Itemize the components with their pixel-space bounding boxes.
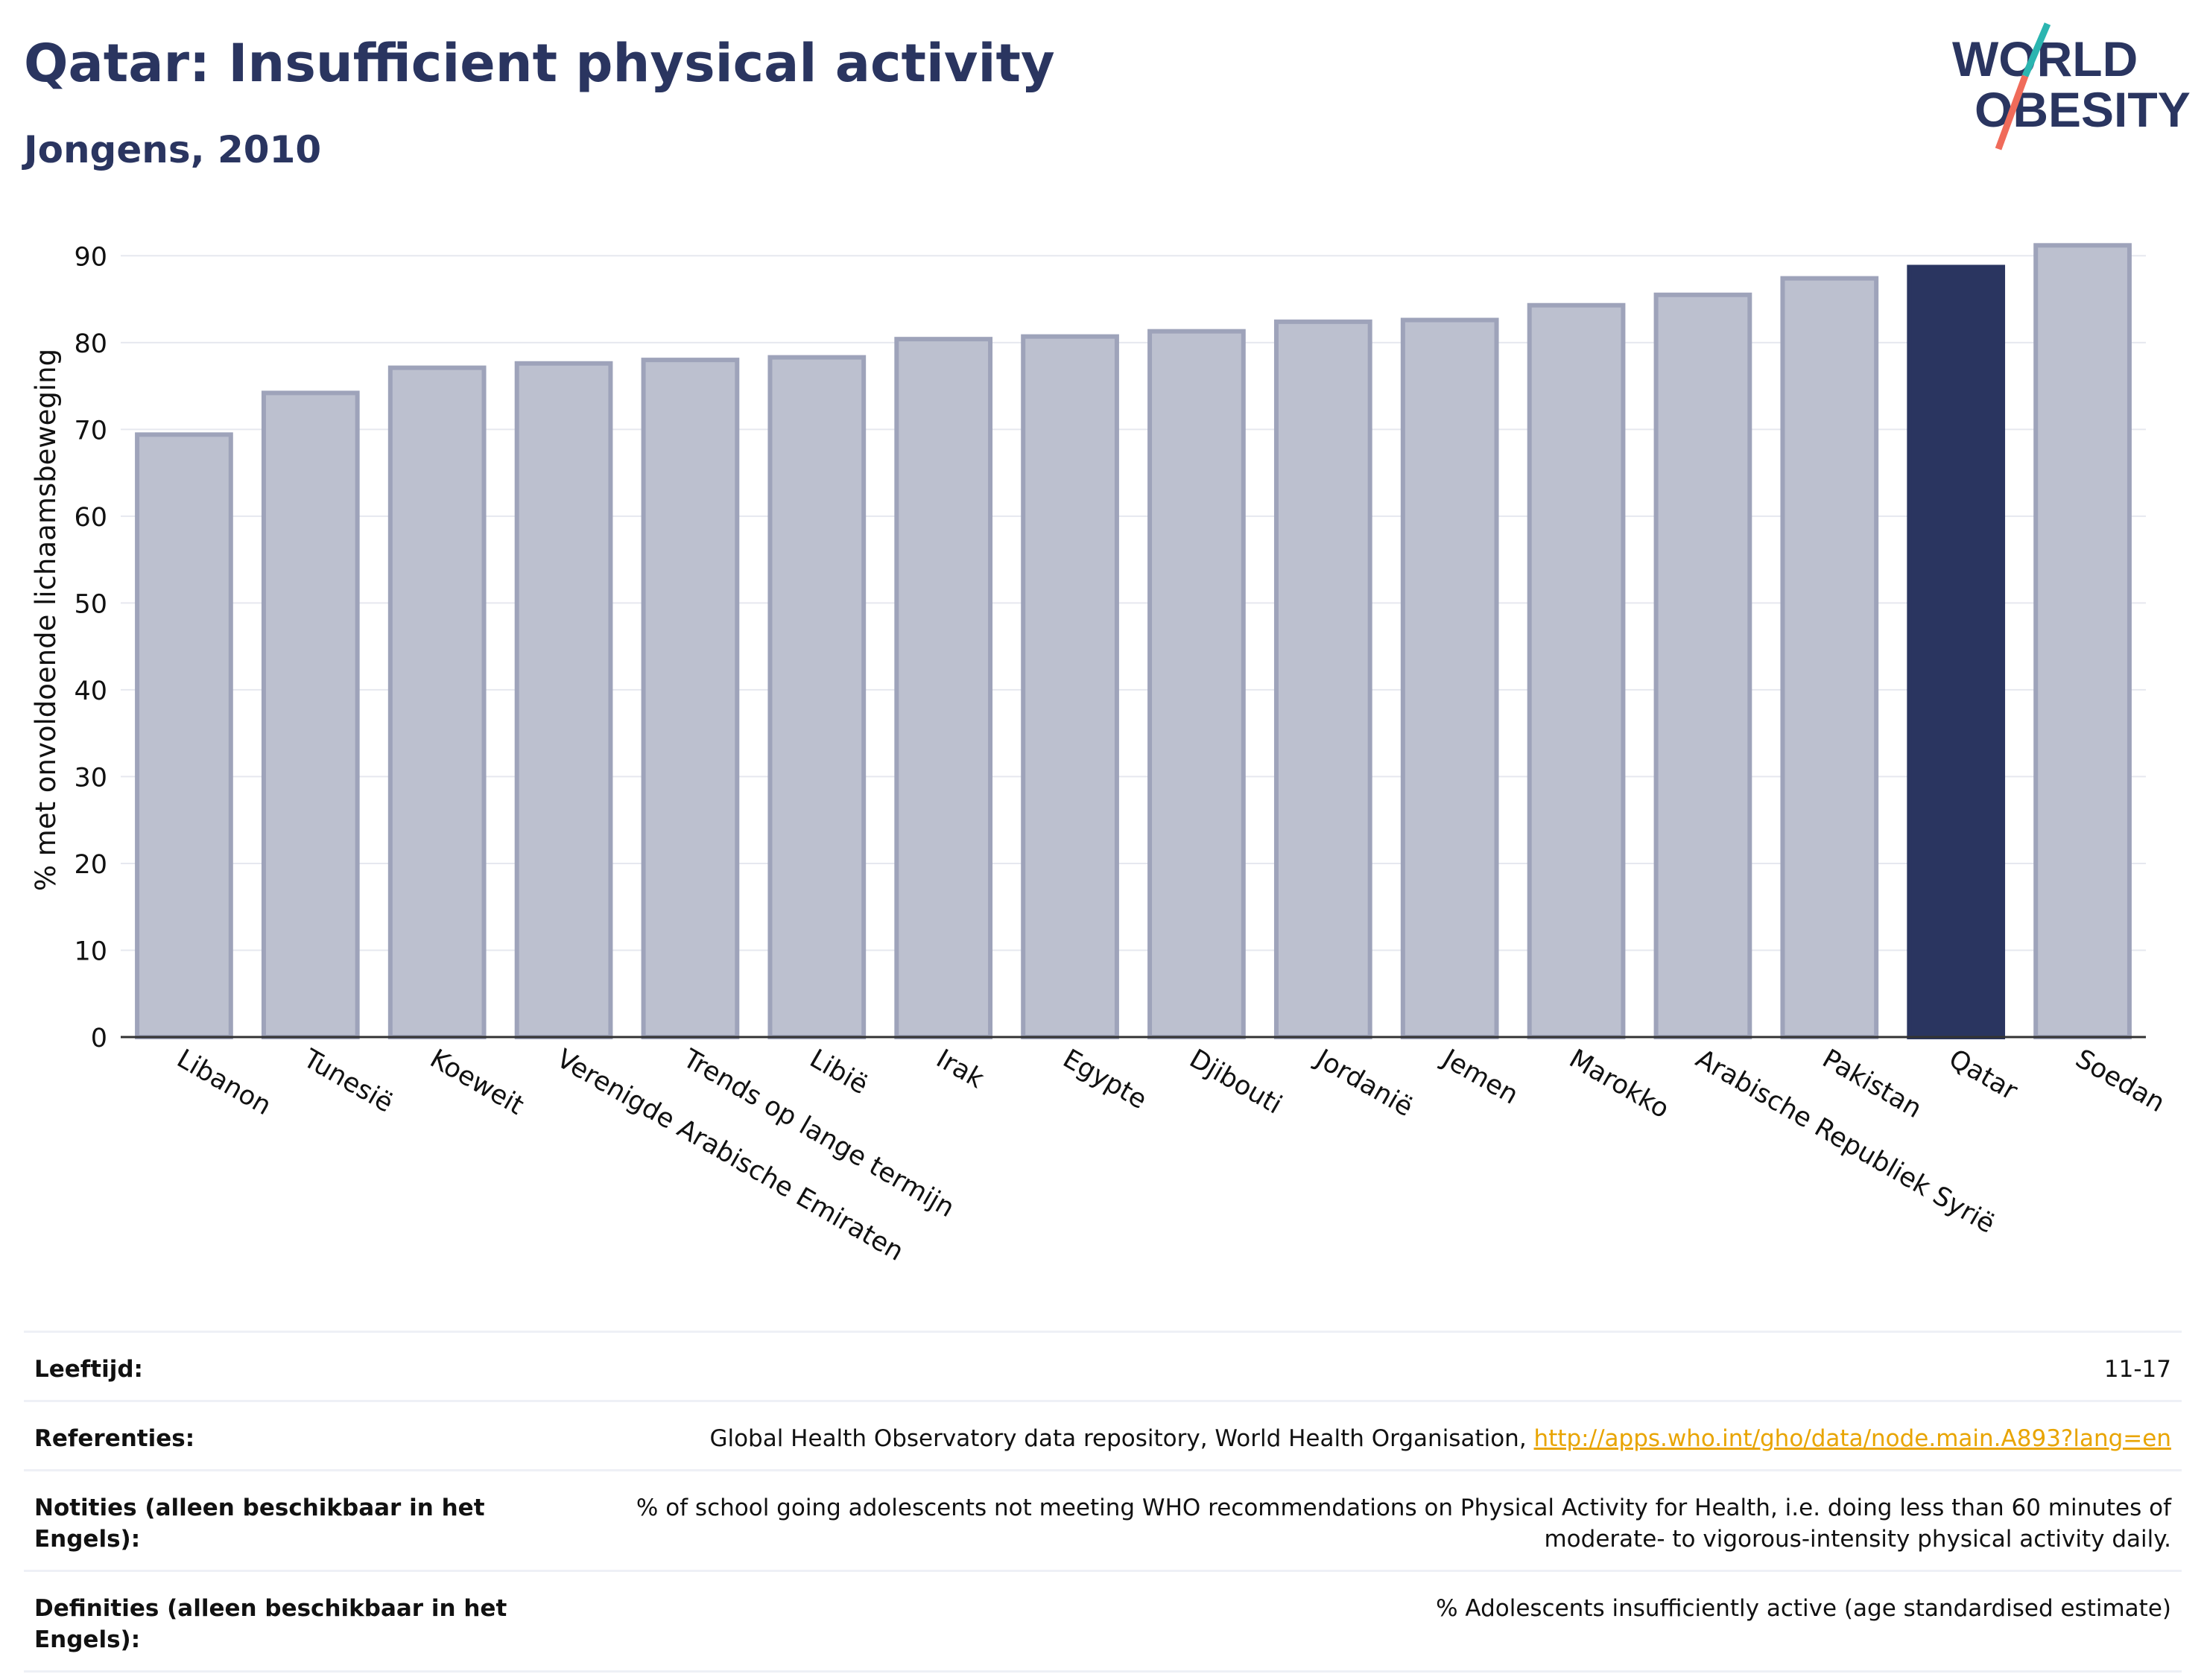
references-text: Global Health Observatory data repositor… [709,1425,1534,1452]
x-tick-label: Libanon [171,1044,276,1121]
logo-line1: WORLD [1952,31,2138,86]
bar-arabische-republiek-syri-[interactable] [1653,292,1752,1039]
bar-qatar[interactable] [1907,264,2006,1040]
info-row-references: Referenties: Global Health Observatory d… [24,1400,2182,1469]
y-tick-label: 40 [74,676,107,706]
notes-label: Notities (alleen beschikbaar in het Enge… [34,1494,485,1553]
x-tick-label: Marokko [1564,1044,1674,1124]
x-tick-label: Djibouti [1184,1044,1286,1120]
definitions-label: Definities (alleen beschikbaar in het En… [34,1595,507,1653]
references-link[interactable]: http://apps.who.int/gho/data/node.main.A… [1533,1425,2171,1452]
notes-value: % of school going adolescents not meetin… [636,1494,2171,1553]
bar-pakistan[interactable] [1780,276,1879,1040]
y-tick-label: 0 [91,1024,107,1053]
x-tick-label: Koeweit [425,1044,528,1121]
x-tick-label: Pakistan [1817,1044,1927,1124]
bar-djibouti[interactable] [1147,329,1246,1039]
y-tick-label: 20 [74,850,107,880]
y-tick-label: 10 [74,936,107,966]
bar-irak[interactable] [894,337,993,1039]
bar-tunesi-[interactable] [261,390,360,1039]
chart-subtitle: Jongens, 2010 [24,128,322,171]
bar-trends-op-lange-termijn[interactable] [641,358,740,1039]
age-value: 11-17 [2103,1356,2171,1383]
y-tick-label: 80 [74,329,107,359]
definitions-value: % Adolescents insufficiently active (age… [1436,1595,2171,1622]
bar-chart: 0 10 20 30 40 50 60 70 80 90 Libanon Tunesië Koewei… [30,242,2170,1267]
x-tick-label: Egypte [1058,1044,1152,1115]
y-tick-label: 30 [74,763,107,793]
y-tick-label: 60 [74,503,107,533]
logo-slash-teal [2021,22,2051,77]
bar-verenigde-arabische-emiraten[interactable] [514,361,613,1039]
bar-jordani-[interactable] [1273,319,1372,1040]
x-tick-label: Irak [931,1044,989,1094]
info-table: Leeftijd: 11-17 Referenties: Global Heal… [24,1331,2182,1673]
x-tick-label: Libië [805,1044,873,1100]
world-obesity-logo[interactable]: WORLD OBESITY [1937,22,2191,156]
logo-slash-coral [1995,75,2029,150]
bar-libanon[interactable] [135,432,233,1039]
y-tick-label: 90 [74,242,107,272]
x-tick-label: Soedan [2071,1044,2170,1118]
x-tick-label: Tunesië [297,1044,398,1119]
x-axis-ticks: Libanon Tunesië Koeweit Verenigde Arabische… [171,1043,2170,1267]
bar-egypte[interactable] [1021,334,1119,1039]
y-tick-label: 70 [74,416,107,446]
bar-marokko[interactable] [1527,302,1626,1039]
age-label: Leeftijd: [34,1356,143,1383]
references-label: Referenties: [34,1425,195,1452]
x-tick-label: Qatar [1944,1044,2023,1106]
x-tick-label: Jemen [1436,1043,1523,1110]
y-axis-label: % met onvoldoende lichaamsbeweging [30,349,62,891]
bars [135,243,2132,1040]
chart-title: Qatar: Insufficient physical activity [24,33,1055,94]
y-axis-ticks: 0 10 20 30 40 50 60 70 80 90 [74,242,107,1053]
bar-libi-[interactable] [767,355,867,1040]
x-tick-label: Jordanië [1310,1043,1418,1123]
info-row-notes: Notities (alleen beschikbaar in het Enge… [24,1469,2182,1570]
y-tick-label: 50 [74,589,107,619]
info-row-definitions: Definities (alleen beschikbaar in het En… [24,1570,2182,1673]
references-value: Global Health Observatory data repositor… [709,1423,2171,1454]
bar-koeweit[interactable] [387,365,487,1040]
bar-jemen[interactable] [1400,317,1499,1039]
bar-soedan[interactable] [2033,243,2132,1039]
info-row-age: Leeftijd: 11-17 [24,1331,2182,1400]
